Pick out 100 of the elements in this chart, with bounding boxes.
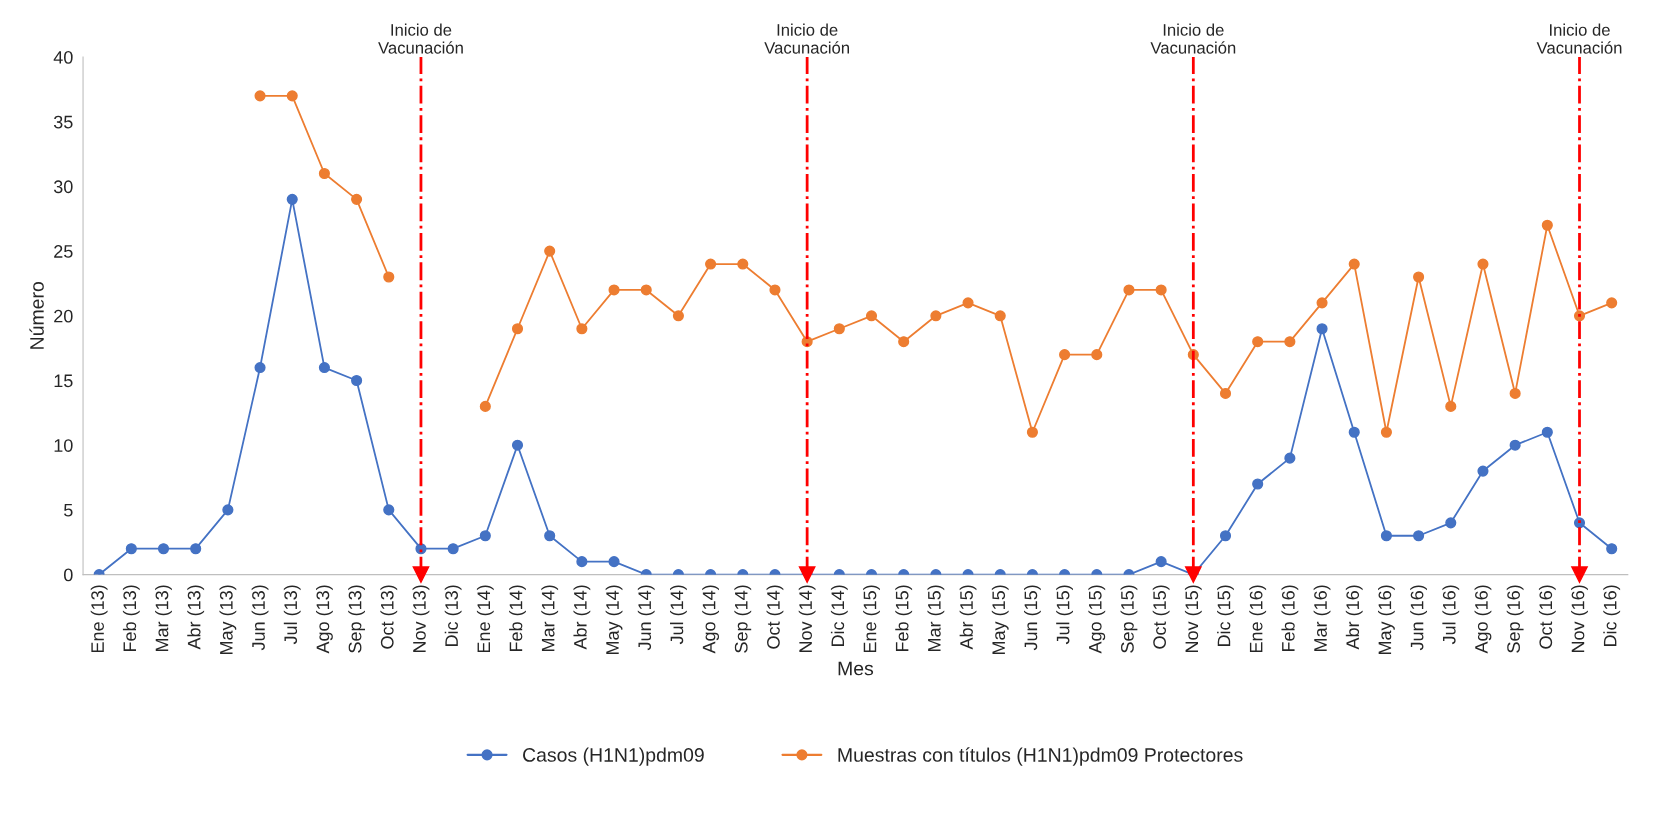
- point: [254, 90, 266, 102]
- point: [608, 556, 620, 568]
- x-tick-label: Sep (15): [1120, 585, 1138, 653]
- point: [318, 362, 330, 374]
- point: [351, 193, 363, 205]
- point: [1509, 439, 1521, 451]
- x-tick-label: Ene (15): [863, 585, 880, 653]
- x-tick-label: Mar (14): [541, 585, 559, 652]
- x-tick-label: Feb (14): [509, 585, 526, 652]
- point: [544, 530, 556, 542]
- x-tick-label: May (13): [219, 585, 237, 655]
- x-tick-label: Ago (15): [1088, 585, 1106, 654]
- point: [511, 323, 524, 335]
- x-tick-label: Jul (13): [283, 585, 301, 645]
- point: [1606, 297, 1618, 309]
- ref-line-label: Inicio de Vacunación: [1536, 23, 1622, 54]
- point: [1219, 387, 1232, 399]
- point: [1413, 530, 1425, 542]
- x-tick-label: Abr (15): [959, 585, 977, 650]
- x-tick-label: Sep (16): [1506, 585, 1524, 653]
- x-tick-label: Oct (16): [1538, 585, 1556, 649]
- x-tick-label: Ago (16): [1474, 585, 1492, 654]
- point: [1541, 426, 1553, 438]
- y-tick-label: 15: [54, 374, 73, 388]
- x-tick-label: Jun (15): [1024, 585, 1041, 651]
- legend-label: Muestras con títulos (H1N1)pdm09 Protectores: [838, 747, 1243, 766]
- x-tick-label: Oct (14): [766, 585, 784, 649]
- point: [286, 90, 298, 102]
- x-tick-label: Dic (16): [1603, 585, 1621, 647]
- point: [1380, 426, 1392, 438]
- point: [1445, 400, 1457, 412]
- x-tick-label: Jul (14): [670, 585, 687, 645]
- x-tick-label: Ago (14): [702, 585, 720, 654]
- point: [1026, 426, 1038, 438]
- x-tick-label: Abr (16): [1345, 585, 1363, 650]
- point: [383, 271, 395, 283]
- point: [608, 284, 620, 296]
- point: [962, 297, 974, 309]
- point: [1606, 543, 1618, 555]
- y-tick-label: 20: [54, 309, 73, 323]
- x-tick-label: Nov (14): [798, 585, 816, 653]
- point: [318, 167, 330, 180]
- y-tick-label: 35: [53, 115, 73, 129]
- point: [511, 439, 524, 451]
- point: [1509, 387, 1521, 399]
- x-tick-label: May (15): [991, 585, 1009, 655]
- y-axis-title: Número: [29, 282, 44, 349]
- point: [286, 193, 298, 205]
- point: [447, 543, 459, 555]
- x-tick-label: Nov (15): [1184, 585, 1202, 653]
- x-tick-label: Ene (13): [90, 585, 108, 653]
- point: [576, 323, 588, 335]
- point: [1541, 219, 1553, 231]
- point: [1155, 556, 1167, 568]
- point: [672, 310, 684, 322]
- x-tick-label: Dic (13): [444, 585, 462, 647]
- point: [1380, 530, 1392, 542]
- x-tick-label: Jun (14): [637, 585, 655, 651]
- point: [1284, 336, 1296, 348]
- x-tick-label: Jul (15): [1056, 585, 1073, 645]
- x-tick-label: May (16): [1378, 585, 1395, 655]
- point: [1252, 478, 1264, 490]
- point: [640, 284, 652, 296]
- x-tick-label: Dic (14): [830, 585, 848, 647]
- y-tick-label: 0: [63, 568, 73, 582]
- point: [1123, 284, 1135, 296]
- ref-line-label: Inicio de Vacunación: [378, 23, 463, 54]
- x-tick-label: Mar (16): [1313, 585, 1331, 652]
- x-tick-label: Mar (13): [155, 585, 172, 652]
- point: [544, 245, 556, 257]
- point: [769, 284, 781, 296]
- point: [576, 556, 588, 568]
- legend-label: Casos (H1N1)pdm09: [523, 747, 704, 766]
- point: [125, 543, 137, 555]
- point: [222, 504, 234, 516]
- x-axis-title: Mes: [838, 661, 874, 676]
- point: [1284, 452, 1296, 464]
- x-tick-label: Oct (13): [380, 585, 398, 649]
- point: [737, 258, 749, 270]
- x-tick-label: Nov (16): [1571, 585, 1588, 653]
- point: [865, 310, 878, 322]
- x-tick-label: May (14): [605, 585, 623, 655]
- y-tick-label: 10: [54, 439, 73, 452]
- y-tick-label: 30: [53, 180, 73, 194]
- x-tick-label: Dic (15): [1217, 585, 1234, 647]
- ref-line-label: Inicio de Vacunación: [764, 23, 849, 54]
- x-tick-label: Abr (13): [187, 585, 205, 650]
- point: [415, 543, 427, 555]
- point: [1477, 258, 1489, 270]
- x-tick-label: Ene (16): [1249, 585, 1267, 653]
- x-tick-label: Nov (13): [412, 585, 430, 653]
- x-tick-label: Feb (16): [1281, 585, 1299, 652]
- point: [994, 310, 1006, 322]
- y-tick-label: 40: [53, 50, 73, 64]
- point: [1413, 271, 1425, 283]
- x-tick-label: Jun (16): [1410, 585, 1428, 651]
- point: [1445, 517, 1457, 529]
- x-tick-label: Sep (14): [734, 585, 752, 653]
- point: [1348, 426, 1360, 438]
- x-tick-label: Jul (16): [1442, 585, 1460, 645]
